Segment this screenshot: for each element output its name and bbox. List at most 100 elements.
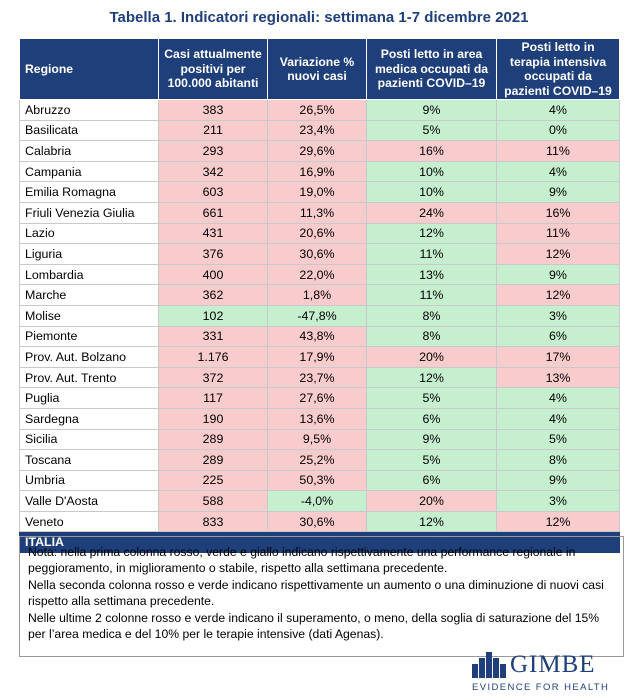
cell-area-medica: 6% [366, 469, 497, 492]
table-row: Emilia Romagna 603 19,0% 10% 9% [19, 181, 620, 203]
cell-casi: 211 [158, 119, 268, 142]
gimbe-logo-tagline: EVIDENCE FOR HEALTH [472, 682, 610, 693]
cell-regione: Valle D'Aosta [19, 490, 159, 512]
cell-casi: 383 [158, 99, 268, 121]
table-row: Piemonte 331 43,8% 8% 6% [19, 325, 620, 348]
cell-terapia-intensiva: 16% [496, 201, 620, 224]
cell-area-medica: 12% [366, 510, 497, 533]
table-row: Basilicata 211 23,4% 5% 0% [19, 119, 620, 142]
cell-casi: 362 [158, 284, 268, 306]
cell-regione: Puglia [19, 387, 159, 409]
gimbe-logo: GIMBE EVIDENCE FOR HEALTH [472, 651, 622, 698]
table-row: Campania 342 16,9% 10% 4% [19, 160, 620, 183]
cell-casi: 293 [158, 140, 268, 162]
cell-area-medica: 8% [366, 304, 497, 327]
cell-regione: Abruzzo [19, 99, 159, 121]
page-title: Tabella 1. Indicatori regionali: settima… [109, 9, 529, 26]
note-paragraph: Nelle ultime 2 colonne rosso e verde ind… [28, 611, 600, 641]
cell-area-medica: 16% [366, 140, 497, 162]
cell-area-medica: 8% [366, 325, 497, 348]
cell-casi: 190 [158, 407, 268, 430]
cell-variazione: 20,6% [267, 222, 367, 245]
cell-area-medica: 13% [366, 263, 497, 286]
cell-casi: 289 [158, 428, 268, 451]
cell-regione: Friuli Venezia Giulia [19, 201, 159, 224]
cell-variazione: 26,5% [267, 99, 367, 121]
cell-regione: Sicilia [19, 428, 159, 451]
cell-terapia-intensiva: 13% [496, 366, 620, 389]
cell-casi: 117 [158, 387, 268, 409]
cell-terapia-intensiva: 4% [496, 99, 620, 121]
cell-casi: 372 [158, 366, 268, 389]
cell-regione: Molise [19, 304, 159, 327]
cell-terapia-intensiva: 4% [496, 160, 620, 183]
cell-variazione: -47,8% [267, 304, 367, 327]
cell-terapia-intensiva: 12% [496, 243, 620, 265]
table-row: Puglia 117 27,6% 5% 4% [19, 387, 620, 409]
column-header-casi: Casi attualmente positivi per 100.000 ab… [158, 38, 268, 100]
cell-area-medica: 10% [366, 160, 497, 183]
table-row: Prov. Aut. Bolzano 1.176 17,9% 20% 17% [19, 346, 620, 368]
note-paragraph: Nota: nella prima colonna rosso, verde e… [28, 545, 576, 575]
cell-casi: 342 [158, 160, 268, 183]
table-row: Valle D'Aosta 588 -4,0% 20% 3% [19, 490, 620, 512]
column-header-variazione: Variazione % nuovi casi [267, 38, 367, 100]
cell-casi: 289 [158, 449, 268, 471]
cell-casi: 102 [158, 304, 268, 327]
cell-variazione: 19,0% [267, 181, 367, 203]
cell-variazione: 23,4% [267, 119, 367, 142]
cell-terapia-intensiva: 8% [496, 449, 620, 471]
cell-variazione: 16,9% [267, 160, 367, 183]
cell-terapia-intensiva: 0% [496, 119, 620, 142]
cell-area-medica: 12% [366, 366, 497, 389]
cell-terapia-intensiva: 6% [496, 325, 620, 348]
cell-regione: Liguria [19, 243, 159, 265]
table-body: Abruzzo 383 26,5% 9% 4% Basilicata 211 23,4% 5% 0… [19, 99, 620, 554]
cell-casi: 225 [158, 469, 268, 492]
cell-terapia-intensiva: 11% [496, 222, 620, 245]
table-row: Abruzzo 383 26,5% 9% 4% [19, 99, 620, 121]
cell-casi: 661 [158, 201, 268, 224]
cell-casi: 400 [158, 263, 268, 286]
cell-variazione: 11,3% [267, 201, 367, 224]
cell-variazione: -4,0% [267, 490, 367, 512]
cell-area-medica: 5% [366, 387, 497, 409]
cell-terapia-intensiva: 9% [496, 263, 620, 286]
cell-variazione: 1,8% [267, 284, 367, 306]
table-row: Molise 102 -47,8% 8% 3% [19, 304, 620, 327]
cell-area-medica: 9% [366, 99, 497, 121]
cell-area-medica: 6% [366, 407, 497, 430]
cell-regione: Lombardia [19, 263, 159, 286]
cell-variazione: 9,5% [267, 428, 367, 451]
cell-variazione: 27,6% [267, 387, 367, 409]
cell-area-medica: 5% [366, 449, 497, 471]
cell-variazione: 22,0% [267, 263, 367, 286]
cell-casi: 1.176 [158, 346, 268, 368]
cell-regione: Prov. Aut. Trento [19, 366, 159, 389]
table-row: Marche 362 1,8% 11% 12% [19, 284, 620, 306]
cell-area-medica: 9% [366, 428, 497, 451]
cell-casi: 331 [158, 325, 268, 348]
cell-regione: Calabria [19, 140, 159, 162]
cell-area-medica: 20% [366, 490, 497, 512]
regional-indicators-table: Regione Casi attualmente positivi per 10… [19, 38, 620, 554]
cell-variazione: 13,6% [267, 407, 367, 430]
table-row: Lazio 431 20,6% 12% 11% [19, 222, 620, 245]
note-paragraph: Nella seconda colonna rosso e verde indi… [28, 578, 604, 608]
cell-terapia-intensiva: 3% [496, 490, 620, 512]
cell-area-medica: 10% [366, 181, 497, 203]
cell-variazione: 23,7% [267, 366, 367, 389]
cell-terapia-intensiva: 17% [496, 346, 620, 368]
cell-terapia-intensiva: 12% [496, 510, 620, 533]
table-row: Sardegna 190 13,6% 6% 4% [19, 407, 620, 430]
cell-area-medica: 20% [366, 346, 497, 368]
column-header-terapia-intensiva: Posti letto in terapia intensiva occupat… [496, 38, 620, 100]
cell-regione: Sardegna [19, 407, 159, 430]
cell-regione: Lazio [19, 222, 159, 245]
cell-regione: Piemonte [19, 325, 159, 348]
table-header-row: Regione Casi attualmente positivi per 10… [19, 38, 620, 100]
column-header-area-medica: Posti letto in area medica occupati da p… [366, 38, 497, 100]
cell-terapia-intensiva: 3% [496, 304, 620, 327]
cell-variazione: 50,3% [267, 469, 367, 492]
cell-regione: Campania [19, 160, 159, 183]
